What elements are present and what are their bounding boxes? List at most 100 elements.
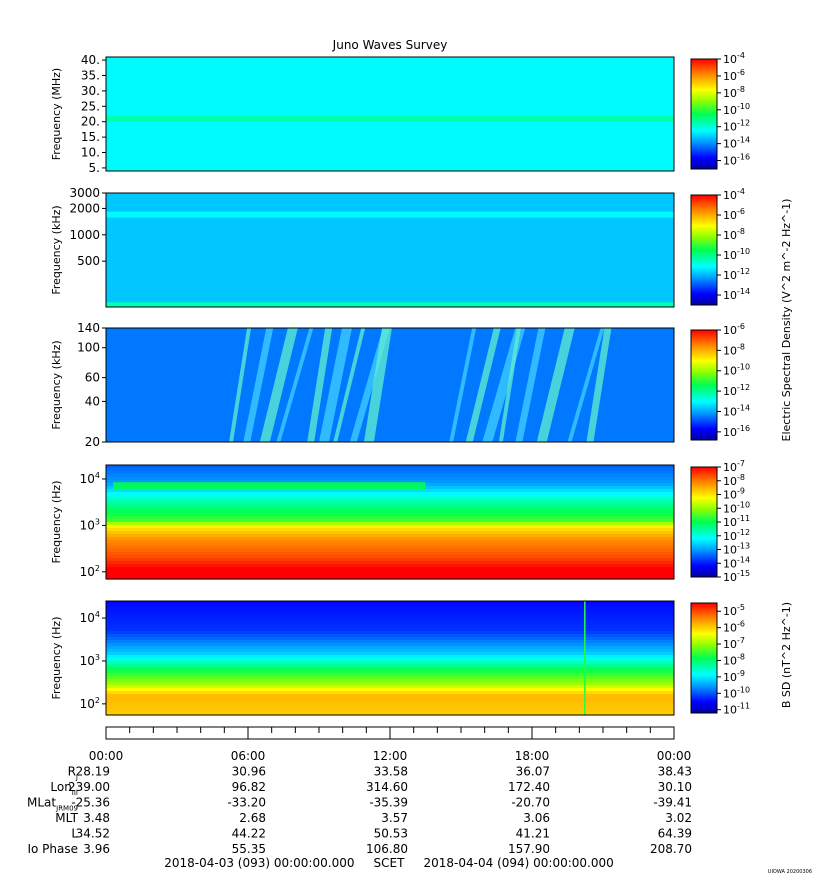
ephemeris-value: -33.20	[227, 796, 266, 810]
ytick-label: 104	[80, 471, 100, 486]
colorbar-tick-label: 10-14	[723, 287, 750, 302]
ytick-label: 102	[80, 564, 100, 579]
colorbar-tick-label: 10-14	[723, 136, 750, 151]
colorbar-label-electric: Electric Spectral Density (V^2 m^-2 Hz^-…	[780, 199, 793, 442]
scet-footer: 2018-04-03 (093) 00:00:00.000 SCET 2018-…	[164, 856, 614, 870]
ytick-label: 100	[77, 341, 100, 355]
radio-burst	[465, 328, 501, 442]
radio-burst	[276, 328, 314, 442]
ephemeris-value: 3.57	[381, 811, 408, 825]
ephemeris-value: 2.68	[239, 811, 266, 825]
panel-frame	[105, 464, 675, 580]
ytick-label: 25.	[81, 99, 100, 113]
ephemeris-value: 3.06	[523, 811, 550, 825]
colorbar-tick-label: 10-7	[723, 636, 745, 651]
radio-burst	[243, 328, 274, 442]
time-label: 06:00	[231, 749, 266, 763]
colorbar-tick-label: 10-10	[723, 363, 750, 378]
ephemeris-row-label: RJ	[68, 765, 78, 782]
spectrogram-image	[106, 465, 674, 580]
colorbar: 10-4 10-6 10-8 10-10 10-12 10-14	[690, 187, 750, 306]
colorbar-tick-label: 10-12	[723, 119, 750, 134]
ephemeris-value: 208.70	[650, 842, 692, 856]
ytick-label: 60	[85, 371, 100, 385]
radio-burst	[449, 328, 477, 442]
colorbar-tick-label: 10-11	[723, 514, 750, 529]
ytick-label: 20.	[81, 115, 100, 129]
ephemeris-value: 96.82	[232, 780, 266, 794]
colorbar: 10-6 10-8 10-10 10-12 10-14 10-16	[690, 322, 750, 441]
ytick-label: 1000	[69, 228, 100, 242]
ephemeris-value: 30.10	[658, 780, 692, 794]
ephemeris-value: 172.40	[508, 780, 550, 794]
colorbar: 10-710-810-910-1010-1110-1210-1310-1410-…	[690, 459, 750, 584]
colorbar-gradient	[690, 194, 718, 306]
ephemeris-value: 3.02	[665, 811, 692, 825]
colorbar-tick-label: 10-6	[723, 620, 745, 635]
radio-burst	[229, 328, 252, 442]
colorbar-tick-label: 10-8	[723, 342, 745, 357]
spectrogram-image	[106, 57, 674, 171]
radio-burst	[586, 328, 612, 442]
ytick-label: 103	[80, 653, 100, 668]
colorbar-gradient	[690, 602, 718, 714]
spectrogram-panels: 40.35. 30.25. 20.15. 10.5. Frequency (MHz) 10…	[50, 51, 750, 717]
colorbar-tick-label: 10-14	[723, 403, 750, 418]
colorbar-tick-label: 10-9	[723, 487, 745, 502]
low-frequency-band	[106, 302, 674, 307]
ephemeris-value: 64.39	[658, 827, 692, 841]
ytick-label: 104	[80, 610, 100, 625]
ytick-label: 2000	[69, 201, 100, 215]
radio-burst	[498, 328, 521, 442]
ephemeris-row-label: L	[71, 827, 78, 841]
time-axis	[105, 726, 675, 740]
radio-burst	[515, 328, 546, 442]
colorbar-tick-label: 10-6	[723, 68, 745, 83]
colorbar-tick-label: 10-12	[723, 528, 750, 543]
ylabel: Frequency (kHz)	[50, 205, 63, 294]
colorbar-tick-label: 10-14	[723, 555, 750, 570]
ytick-label: 20	[85, 435, 100, 449]
panel-frame	[105, 192, 675, 308]
spectrogram-image	[106, 601, 674, 716]
ytick-label: 35.	[81, 68, 100, 82]
emission-band	[106, 211, 674, 218]
colorbar-tick-label: 10-8	[723, 227, 745, 242]
ephemeris-value: 44.22	[232, 827, 266, 841]
time-label: 00:00	[89, 749, 124, 763]
ytick-label: 140	[77, 321, 100, 335]
spectrogram-panel-1: 40.35. 30.25. 20.15. 10.5. Frequency (MHz) 10…	[50, 51, 750, 175]
time-label: 00:00	[657, 749, 692, 763]
ytick-label: 30.	[81, 84, 100, 98]
chorus-emission	[113, 482, 426, 491]
colorbar-tick-label: 10-16	[723, 153, 750, 168]
colorbar-tick-label: 10-10	[723, 685, 750, 700]
colorbar-tick-label: 10-10	[723, 102, 750, 117]
ephemeris-row-label: LonIII	[50, 780, 78, 797]
colorbar-tick-label: 10-8	[723, 85, 745, 100]
radio-burst	[307, 328, 333, 442]
colorbar-gradient	[690, 466, 718, 578]
colorbar: 10-5 10-610-710-8 10-910-10 10-11	[690, 602, 750, 717]
ytick-label: 500	[77, 254, 100, 268]
colorbar-tick-label: 10-11	[723, 702, 750, 717]
panel-frame	[105, 327, 675, 443]
ephemeris-value: -39.41	[653, 796, 692, 810]
colorbar-tick-label: 10-9	[723, 669, 745, 684]
colorbar-tick-label: 10-8	[723, 473, 745, 488]
colorbar: 10-4 10-6 10-8 10-10 10-12 10-14 10-16	[690, 51, 750, 170]
ytick-label: 102	[80, 696, 100, 711]
colorbar-tick-label: 10-12	[723, 383, 750, 398]
emission-band	[106, 115, 674, 122]
colorbar-gradient	[690, 58, 718, 170]
colorbar-gradient	[690, 329, 718, 441]
colorbar-tick-label: 10-5	[723, 603, 745, 618]
ephemeris-value: 38.43	[658, 765, 692, 779]
time-label: 12:00	[373, 749, 408, 763]
ephemeris-value: 314.60	[366, 780, 408, 794]
ylabel: Frequency (Hz)	[50, 617, 63, 700]
panel-frame	[105, 600, 675, 716]
ytick-label: 3000	[69, 186, 100, 200]
